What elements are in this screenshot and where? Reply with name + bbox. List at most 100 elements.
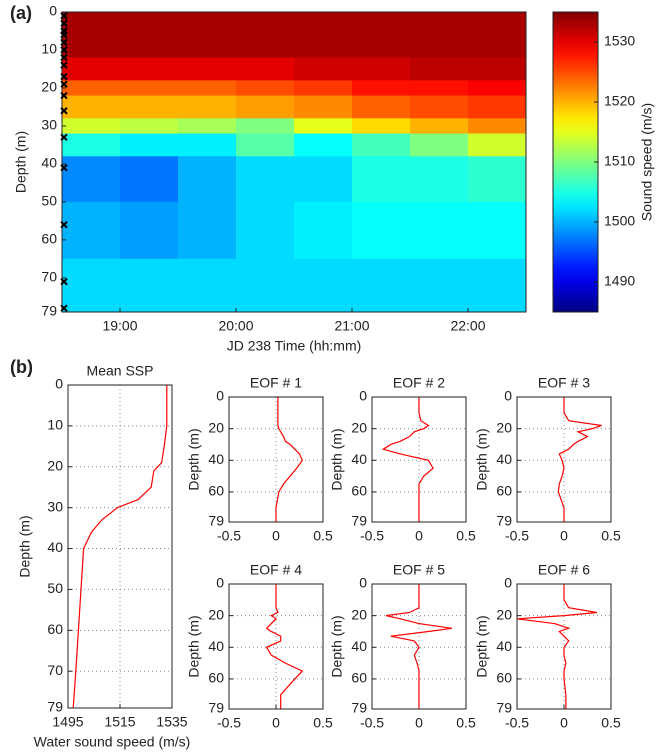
y-tick-label: 40 [496, 638, 512, 654]
colorbar-tick-label: 1490 [604, 273, 635, 289]
x-tick-label: 0.5 [601, 528, 621, 544]
heatmap-cell [120, 12, 179, 59]
plot-frame [61, 11, 527, 313]
sensor-marker [60, 12, 68, 20]
heatmap-cell [294, 156, 353, 203]
heatmap-cell [62, 258, 121, 313]
y-tick-label: 50 [47, 580, 63, 596]
x-tick-label: 1515 [104, 714, 135, 730]
y-tick-label: 10 [47, 417, 63, 433]
y-tick-label: 60 [47, 621, 63, 637]
colorbar-tick-label: 1530 [604, 33, 635, 49]
heatmap-cell [178, 258, 237, 313]
sensor-marker [60, 163, 68, 172]
y-tick-label: 40 [41, 155, 57, 171]
y-tick-label: 0 [359, 575, 367, 591]
y-tick-label: 20 [496, 419, 512, 435]
y-tick-label: 0 [216, 388, 224, 404]
y-tick-label: 20 [496, 606, 512, 622]
y-axis-label: Depth (m) [474, 615, 490, 677]
y-tick-label: 60 [351, 670, 367, 686]
heatmap-cell [62, 201, 121, 260]
y-tick-label: 60 [41, 231, 57, 247]
y-axis-label: Depth (m) [329, 428, 345, 490]
sensor-marker [60, 61, 68, 69]
heatmap-cell [352, 80, 411, 97]
heatmap-cell [120, 156, 179, 203]
profile-line [72, 385, 168, 709]
y-tick-label: 79 [496, 700, 512, 716]
heatmap-cell [236, 156, 295, 203]
heatmap-cell [468, 95, 527, 119]
y-tick-label: 30 [47, 498, 63, 514]
y-tick-label: 10 [41, 41, 57, 57]
y-tick-label: 40 [208, 451, 224, 467]
heatmap-cell [120, 258, 179, 313]
y-tick-label: 30 [41, 117, 57, 133]
panel-label: (a) [10, 3, 32, 23]
colorbar-label: Sound speed (m/s) [639, 103, 655, 221]
heatmap-cell [294, 95, 353, 119]
heatmap-cell [352, 201, 411, 260]
heatmap-cell [410, 201, 469, 260]
heatmap-cell [120, 57, 179, 81]
heatmap-cell [236, 133, 295, 157]
heatmap-cell [468, 118, 527, 135]
y-tick-label: 40 [351, 638, 367, 654]
panel-title: EOF # 2 [393, 375, 445, 391]
x-tick-label: 22:00 [450, 318, 485, 334]
heatmap-cell [120, 201, 179, 260]
heatmap-cell [120, 133, 179, 157]
sensor-marker [60, 46, 68, 54]
plot-frame [516, 396, 612, 523]
heatmap-cell [178, 133, 237, 157]
x-tick-label: 0.5 [456, 715, 476, 731]
y-tick-label: 40 [47, 539, 63, 555]
plot-frame [516, 583, 612, 710]
profile-line [557, 397, 602, 522]
profile-line [265, 584, 304, 709]
x-tick-label: 20:00 [218, 318, 253, 334]
heatmap-cell [352, 156, 411, 203]
heatmap-cell [352, 118, 411, 135]
heatmap-cell [178, 156, 237, 203]
sensor-marker [60, 107, 68, 115]
heatmap-cell [352, 95, 411, 119]
x-axis-label: Water sound speed (m/s) [34, 734, 191, 750]
x-tick-label: -0.5 [217, 528, 241, 544]
heatmap-cell [178, 201, 237, 260]
colorbar [552, 11, 599, 313]
y-tick-label: 79 [41, 303, 57, 319]
heatmap-cell [178, 80, 237, 97]
x-tick-label: -0.5 [505, 528, 529, 544]
heatmap-cell [352, 57, 411, 81]
y-tick-label: 60 [208, 670, 224, 686]
x-tick-label: 0.5 [313, 528, 333, 544]
heatmap-cell [294, 201, 353, 260]
colorbar-tick-label: 1510 [604, 153, 635, 169]
y-tick-label: 79 [351, 700, 367, 716]
heatmap-cell [236, 80, 295, 97]
heatmap-cell [352, 12, 411, 59]
heatmap-cell [468, 156, 527, 203]
heatmap-cell [468, 133, 527, 157]
x-tick-label: 0 [560, 528, 568, 544]
heatmap-cell [352, 133, 411, 157]
heatmap-cell [468, 258, 527, 313]
y-tick-label: 0 [504, 388, 512, 404]
heatmap-cell [236, 12, 295, 59]
heatmap-cell [178, 12, 237, 59]
x-tick-label: 0 [415, 528, 423, 544]
heatmap-cell [178, 95, 237, 119]
heatmap-cell [410, 156, 469, 203]
profile-line [385, 584, 452, 709]
profile-line [516, 584, 597, 709]
panel-label: (b) [10, 357, 33, 377]
x-tick-label: 19:00 [102, 318, 137, 334]
x-tick-label: -0.5 [360, 715, 384, 731]
y-tick-label: 0 [49, 3, 57, 19]
sensor-marker [60, 220, 68, 229]
y-axis-label: Depth (m) [474, 428, 490, 490]
y-tick-label: 0 [504, 575, 512, 591]
y-tick-label: 60 [496, 670, 512, 686]
